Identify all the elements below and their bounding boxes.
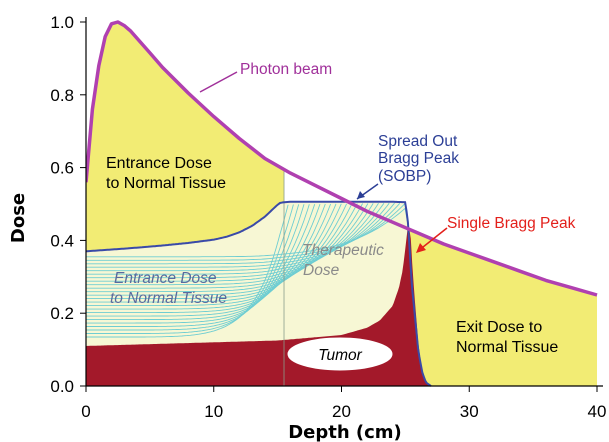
- sobp-label-3: (SOBP): [378, 168, 431, 185]
- bragg-curve: [86, 204, 305, 327]
- photon-beam-label: Photon beam: [240, 61, 332, 78]
- single-peak-label: Single Bragg Peak: [447, 215, 576, 232]
- tumor-label: Tumor: [318, 347, 362, 364]
- bragg-curve: [86, 202, 406, 261]
- bragg-curve: [86, 203, 332, 310]
- y-tick-label: 1.0: [50, 13, 74, 32]
- bragg-curve: [86, 204, 310, 324]
- entrance-proton-label-2: to Normal Tissue: [110, 290, 227, 307]
- sobp-label-2: Bragg Peak: [378, 150, 459, 167]
- exit-label-2: Normal Tissue: [456, 339, 558, 356]
- y-tick-label: 0.8: [50, 86, 74, 105]
- bragg-curve: [86, 207, 411, 265]
- photon-callout-line: [199, 71, 238, 93]
- x-tick-label: 30: [460, 402, 479, 421]
- pristine-bragg-curves: [86, 202, 411, 338]
- photon-excess-area-exit: [404, 227, 597, 386]
- photon-beam-curve: [86, 20, 598, 297]
- y-axis-title: Dose: [8, 193, 29, 243]
- y-tick-label: 0.0: [50, 377, 74, 396]
- sobp-callout-arrowhead: [357, 191, 365, 199]
- entrance-proton-label-1: Entrance Dose: [114, 270, 217, 287]
- x-axis-title: Depth (cm): [288, 422, 402, 442]
- bragg-curve: [86, 203, 321, 317]
- exit-label-1: Exit Dose to: [456, 319, 542, 336]
- entrance-photon-label-2: to Normal Tissue: [106, 175, 226, 192]
- single-peak-callout-arrowhead: [416, 243, 426, 253]
- sobp-label-1: Spread Out: [378, 133, 458, 150]
- photon-excess-area-entrance: [86, 22, 284, 252]
- axis-ticks: 0 10 20 30 40 0.0 0.2 0.4 0.6 0.8 1.0: [50, 13, 606, 421]
- tumor-ellipse: [287, 337, 393, 371]
- sobp-curve: [86, 200, 432, 387]
- y-tick-label: 0.6: [50, 159, 74, 178]
- therapeutic-label-1: Therapeutic: [302, 242, 384, 259]
- therapeutic-label-2: Dose: [303, 262, 340, 279]
- x-tick-label: 10: [204, 402, 223, 421]
- y-tick-label: 0.2: [50, 304, 74, 323]
- x-tick-label: 40: [588, 402, 607, 421]
- entrance-photon-label-1: Entrance Dose: [106, 155, 212, 172]
- bragg-curve: [86, 204, 316, 321]
- x-tick-label: 20: [332, 402, 351, 421]
- y-tick-label: 0.4: [50, 231, 74, 250]
- x-tick-label: 0: [81, 402, 90, 421]
